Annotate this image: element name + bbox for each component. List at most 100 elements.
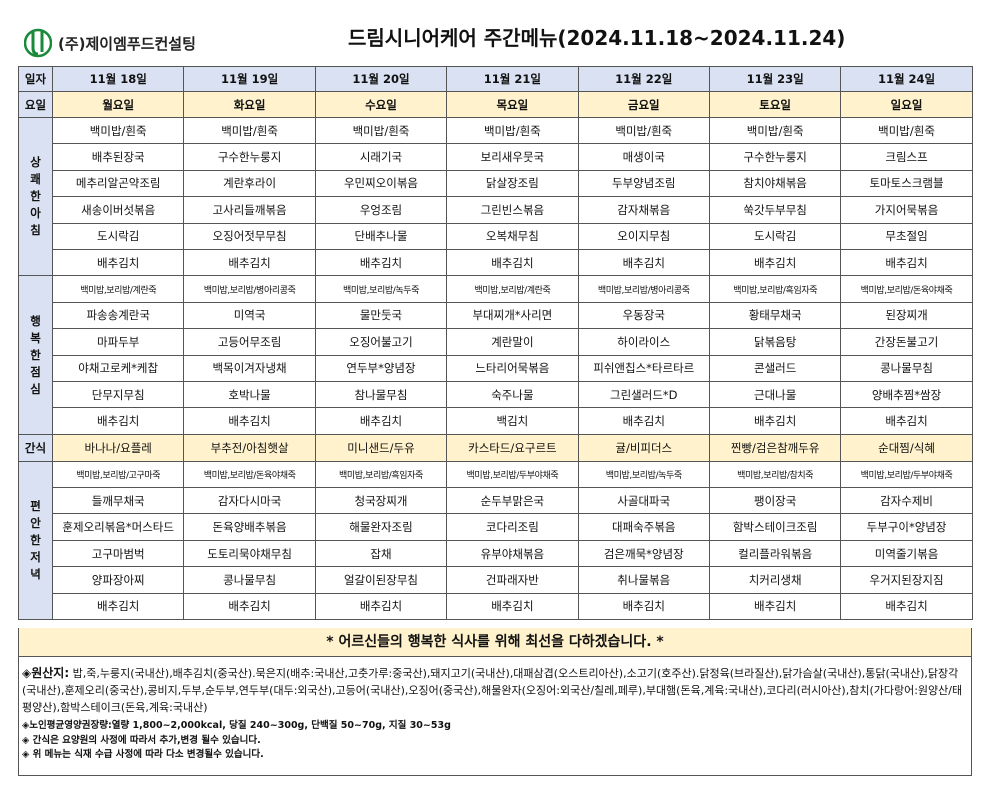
menu-item-cell: 들깨무채국 bbox=[51, 487, 185, 515]
menu-item-cell: 오이지무침 bbox=[577, 222, 710, 250]
snack-item-cell: 찐빵/검은참깨두유 bbox=[708, 433, 842, 462]
menu-item-cell: 쑥갓두부무침 bbox=[708, 196, 842, 224]
menu-item-cell: 배추김치 bbox=[314, 407, 448, 435]
menu-item-cell: 가지어묵볶음 bbox=[840, 196, 973, 224]
date-cell: 11월 19일 bbox=[183, 66, 316, 92]
weekday-cell: 월요일 bbox=[51, 91, 185, 118]
lunch-row: 단무지무침 호박나물 참나물무침 숙주나물 그린샐러드*D 근대나물 양배추찜*쌈장 bbox=[19, 380, 973, 409]
page-header: (주)제이엠푸드컨설팅 드림시니어케어 주간메뉴(2024.11.18~2024… bbox=[0, 0, 989, 64]
menu-item-cell: 배추김치 bbox=[314, 248, 448, 277]
menu-item-cell: 두부양념조림 bbox=[577, 169, 710, 198]
menu-item-cell: 백미밥,보리밥/흑임자죽 bbox=[314, 460, 448, 489]
menu-item-cell: 도시락김 bbox=[708, 222, 842, 250]
lunch-row: 야채고로케*케찹 백목이겨자냉채 연두부*양념장 느타리어묵볶음 피쉬앤칩스*타르타르 콘… bbox=[19, 354, 973, 382]
menu-item-cell: 참치야채볶음 bbox=[708, 169, 842, 198]
menu-item-cell: 백미밥,보리밥/병아리콩죽 bbox=[183, 275, 316, 303]
menu-item-cell: 물만둣국 bbox=[314, 301, 448, 330]
weekday-cell: 토요일 bbox=[708, 91, 842, 118]
menu-item-cell: 구수한누룽지 bbox=[183, 143, 316, 171]
menu-item-cell: 매생이국 bbox=[577, 143, 710, 171]
menu-item-cell: 배추김치 bbox=[577, 407, 710, 435]
menu-item-cell: 백미밥/흰죽 bbox=[708, 116, 842, 145]
lunch-row: 행 복 한 점 심 백미밥,보리밥/계란죽 백미밥,보리밥/병아리콩죽 백미밥,보리밥/녹두죽… bbox=[18, 275, 973, 435]
weekday-row: 요일 월요일 화요일 수요일 목요일 금요일 토요일 일요일 bbox=[18, 91, 973, 118]
menu-item-cell: 돈육양배추볶음 bbox=[183, 513, 316, 541]
menu-item-cell: 두부구이*양념장 bbox=[840, 513, 973, 541]
menu-item-cell: 배추김치 bbox=[51, 248, 185, 277]
menu-item-cell: 하이라이스 bbox=[577, 328, 710, 356]
menu-item-cell: 그린샐러드*D bbox=[577, 380, 710, 409]
menu-item-cell: 백미밥,보리밥/두부야채죽 bbox=[446, 460, 579, 489]
menu-item-cell: 백미밥,보리밥/흑임자죽 bbox=[708, 275, 842, 303]
menu-item-cell: 그린빈스볶음 bbox=[446, 196, 579, 224]
snack-item-cell: 귤/비피더스 bbox=[577, 433, 710, 462]
menu-item-cell: 백미밥/흰죽 bbox=[51, 116, 185, 145]
menu-item-cell: 배추김치 bbox=[183, 407, 316, 435]
menu-item-cell: 백목이겨자냉채 bbox=[183, 354, 316, 382]
date-cell: 11월 21일 bbox=[446, 66, 579, 92]
menu-item-cell: 고사리들깨볶음 bbox=[183, 196, 316, 224]
menu-item-cell: 백미밥,보리밥/계란죽 bbox=[446, 275, 579, 303]
breakfast-row: 배추된장국 구수한누룽지 시래기국 보리새우뭇국 매생이국 구수한누룽지 크림스프 bbox=[19, 143, 973, 171]
breakfast-row: 배추김치 배추김치 배추김치 배추김치 배추김치 배추김치 배추김치 bbox=[19, 248, 973, 277]
company-name: (주)제이엠푸드컨설팅 bbox=[58, 35, 196, 53]
menu-item-cell: 백미밥,보리밥/돈육야채죽 bbox=[840, 275, 973, 303]
date-cell: 11월 22일 bbox=[577, 66, 710, 92]
menu-item-cell: 백미밥,보리밥/고구마죽 bbox=[51, 460, 185, 489]
menu-item-cell: 시래기국 bbox=[314, 143, 448, 171]
snack-row: 간식 바나나/요플레 부추전/아침햇살 미니샌드/두유 카스타드/요구르트 귤/비피더스 찐… bbox=[18, 433, 973, 462]
dinner-row: 배추김치 배추김치 배추김치 배추김치 배추김치 배추김치 배추김치 bbox=[19, 592, 973, 621]
menu-item-cell: 콩나물무침 bbox=[183, 566, 316, 594]
menu-item-cell: 배추김치 bbox=[446, 248, 579, 277]
footer-info: ◈원산지: 밥,죽,누룽지(국내산),배추김치(중국산).묵은지(배추:국내산,… bbox=[18, 657, 972, 776]
menu-item-cell: 백미밥/흰죽 bbox=[314, 116, 448, 145]
menu-item-cell: 백미밥,보리밥/참치죽 bbox=[708, 460, 842, 489]
menu-item-cell: 코다리조림 bbox=[446, 513, 579, 541]
dinner-row: 들깨무채국 감자다시마국 청국장찌개 순두부맑은국 사골대파국 팽이장국 감자수제비 bbox=[19, 487, 973, 515]
menu-item-cell: 단배추나물 bbox=[314, 222, 448, 250]
menu-item-cell: 배추김치 bbox=[708, 248, 842, 277]
date-cell: 11월 20일 bbox=[314, 66, 448, 92]
company-logo-icon bbox=[24, 28, 52, 58]
menu-item-cell: 배추김치 bbox=[840, 592, 973, 621]
menu-item-cell: 근대나물 bbox=[708, 380, 842, 409]
weekday-cell: 화요일 bbox=[183, 91, 316, 118]
breakfast-row: 도시락김 오징어젓무무침 단배추나물 오복채무침 오이지무침 도시락김 무초절임 bbox=[19, 222, 973, 250]
lunch-row: 마파두부 고등어무조림 오징어불고기 계란말이 하이라이스 닭볶음탕 간장돈불고기 bbox=[19, 328, 973, 356]
snack-label: 간식 bbox=[18, 433, 53, 462]
origin-label: ◈원산지: bbox=[22, 666, 70, 680]
weekday-cell: 목요일 bbox=[446, 91, 579, 118]
menu-item-cell: 오징어젓무무침 bbox=[183, 222, 316, 250]
menu-item-cell: 오복채무침 bbox=[446, 222, 579, 250]
menu-item-cell: 황태무채국 bbox=[708, 301, 842, 330]
dinner-row: 양파장아찌 콩나물무침 얼갈이된장무침 건파래자반 취나물볶음 치커리생채 우거지된장지짐 bbox=[19, 566, 973, 594]
weekday-cell: 금요일 bbox=[577, 91, 710, 118]
breakfast-row: 새송이버섯볶음 고사리들깨볶음 우엉조림 그린빈스볶음 감자채볶음 쑥갓두부무침 가지어묵볶… bbox=[19, 196, 973, 224]
menu-item-cell: 컬리플라워볶음 bbox=[708, 539, 842, 568]
menu-item-cell: 무초절임 bbox=[840, 222, 973, 250]
menu-item-cell: 미역국 bbox=[183, 301, 316, 330]
menu-item-cell: 백미밥,보리밥/두부야채죽 bbox=[840, 460, 973, 489]
date-row: 일자 11월 18일 11월 19일 11월 20일 11월 21일 11월 22일 11월… bbox=[18, 66, 973, 92]
menu-item-cell: 양배추찜*쌈장 bbox=[840, 380, 973, 409]
menu-item-cell: 해물완자조림 bbox=[314, 513, 448, 541]
menu-item-cell: 사골대파국 bbox=[577, 487, 710, 515]
snack-item-cell: 순대찜/식혜 bbox=[840, 433, 973, 462]
menu-item-cell: 배추된장국 bbox=[51, 143, 185, 171]
menu-item-cell: 취나물볶음 bbox=[577, 566, 710, 594]
weekday-cell: 일요일 bbox=[840, 91, 973, 118]
menu-item-cell: 치커리생채 bbox=[708, 566, 842, 594]
menu-item-cell: 백미밥,보리밥/병아리콩죽 bbox=[577, 275, 710, 303]
menu-item-cell: 배추김치 bbox=[314, 592, 448, 621]
menu-item-cell: 백미밥,보리밥/녹두죽 bbox=[314, 275, 448, 303]
menu-item-cell: 배추김치 bbox=[183, 248, 316, 277]
menu-item-cell: 간장돈불고기 bbox=[840, 328, 973, 356]
menu-item-cell: 크림스프 bbox=[840, 143, 973, 171]
menu-item-cell: 배추김치 bbox=[708, 407, 842, 435]
menu-item-cell: 백미밥,보리밥/계란죽 bbox=[51, 275, 185, 303]
menu-item-cell: 파송송계란국 bbox=[51, 301, 185, 330]
menu-item-cell: 대패숙주볶음 bbox=[577, 513, 710, 541]
menu-item-cell: 계란말이 bbox=[446, 328, 579, 356]
